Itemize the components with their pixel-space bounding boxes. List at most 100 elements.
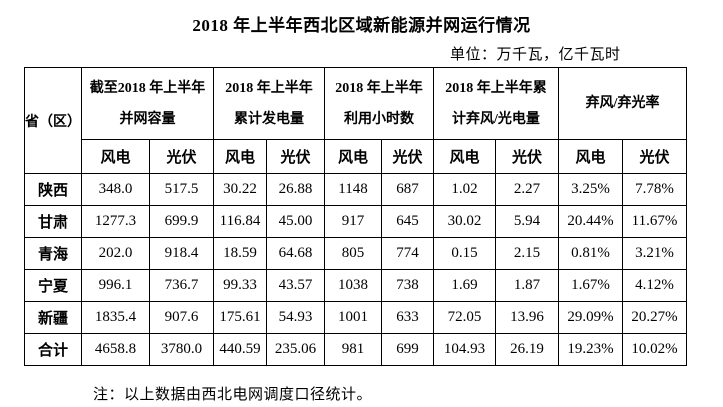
table-row-qinghai: 青海 202.0 918.4 18.59 64.68 805 774 0.15 … [24,237,688,270]
table-cell: 699 [381,333,434,366]
group-header-line: 截至2018 年上半年 [89,80,206,96]
corner-header-cell: 省（区） [24,67,82,174]
table-cell: 1.69 [433,269,496,302]
group-header-line: 累计发电量 [234,111,304,127]
table-cell: 2.15 [495,237,559,270]
table-row-gansu: 甘肃 1277.3 699.9 116.84 45.00 917 645 30.… [24,205,688,238]
table-cell: 633 [381,301,434,334]
sub-header-solar: 光伏 [381,139,434,174]
table-cell: 20.27% [621,301,688,334]
table-cell: 19.23% [558,333,623,366]
group-header-cumulative-generation: 2018 年上半年 累计发电量 [213,67,325,140]
group-header-line: 2018 年上半年 [335,80,423,96]
table-cell: 348.0 [81,173,150,206]
table-cell: 20.44% [558,205,623,238]
table-cell: 1.02 [433,173,496,206]
sub-header-solar: 光伏 [621,139,688,174]
group-header-grid-capacity: 截至2018 年上半年 并网容量 [81,67,214,140]
table-cell: 18.59 [213,237,267,270]
table-cell: 996.1 [81,269,150,302]
table-cell: 3.25% [558,173,623,206]
row-label: 合计 [24,333,82,366]
table-cell: 30.22 [213,173,267,206]
group-header-line: 2018 年上半年 [225,80,313,96]
table-cell: 45.00 [266,205,325,238]
table-cell: 645 [381,205,434,238]
table-cell: 11.67% [621,205,688,238]
table-row-xinjiang: 新疆 1835.4 907.6 175.61 54.93 1001 633 72… [24,301,688,334]
row-label: 甘肃 [24,205,82,238]
table-cell: 1038 [324,269,382,302]
sub-header-solar: 光伏 [149,139,214,174]
table-cell: 29.09% [558,301,623,334]
table-cell: 5.94 [495,205,559,238]
table-cell: 104.93 [433,333,496,366]
table-cell: 1277.3 [81,205,150,238]
table-cell: 99.33 [213,269,267,302]
table-cell: 13.96 [495,301,559,334]
table-cell: 202.0 [81,237,150,270]
table-cell: 774 [381,237,434,270]
group-header-utilization-hours: 2018 年上半年 利用小时数 [324,67,434,140]
group-header-line: 利用小时数 [344,111,414,127]
sub-header-solar: 光伏 [266,139,325,174]
table-row-ningxia: 宁夏 996.1 736.7 99.33 43.57 1038 738 1.69… [24,269,688,302]
row-label: 宁夏 [24,269,82,302]
table-cell: 440.59 [213,333,267,366]
table-cell: 1.87 [495,269,559,302]
table-cell: 4.12% [621,269,688,302]
table-cell: 4658.8 [81,333,150,366]
table-cell: 1.67% [558,269,623,302]
group-header-curtailed-energy: 2018 年上半年累 计弃风/光电量 [433,67,559,140]
table-cell: 699.9 [149,205,214,238]
table-cell: 687 [381,173,434,206]
group-header-line: 2018 年上半年累 [445,80,547,96]
group-header-line: 弃风/弃光率 [585,96,660,111]
footnote: 注：以上数据由西北电网调度口径统计。 [93,387,373,403]
table-row-shaanxi: 陕西 348.0 517.5 30.22 26.88 1148 687 1.02… [24,173,688,206]
table-cell: 10.02% [621,333,688,366]
group-header-curtailment-rate: 弃风/弃光率 [557,67,688,140]
table-cell: 3780.0 [149,333,214,366]
header-group-row: 省（区） 截至2018 年上半年 并网容量 2018 年上半年 累计发电量 20… [24,67,688,174]
table-cell: 3.21% [621,237,688,270]
table-cell: 1835.4 [81,301,150,334]
row-label: 青海 [24,237,82,270]
group-header-line: 并网容量 [119,111,176,127]
sub-header-solar: 光伏 [495,139,559,174]
table-cell: 26.19 [495,333,559,366]
table-cell: 43.57 [266,269,325,302]
table-row-total: 合计 4658.8 3780.0 440.59 235.06 981 699 1… [24,333,688,366]
table-cell: 30.02 [433,205,496,238]
table-cell: 738 [381,269,434,302]
table-cell: 736.7 [149,269,214,302]
sub-header-wind: 风电 [324,139,382,174]
table-cell: 72.05 [433,301,496,334]
table-cell: 805 [324,237,382,270]
table-cell: 116.84 [213,205,267,238]
row-label: 陕西 [24,173,82,206]
table-cell: 0.81% [558,237,623,270]
sub-header-wind: 风电 [81,139,150,174]
energy-data-table: 省（区） 截至2018 年上半年 并网容量 2018 年上半年 累计发电量 20… [24,67,688,366]
table-cell: 64.68 [266,237,325,270]
sub-header-wind: 风电 [558,139,623,174]
table-cell: 0.15 [433,237,496,270]
sub-header-row: 风电 光伏 风电 光伏 风电 光伏 风电 光伏 风电 光伏 [25,139,688,174]
table-cell: 54.93 [266,301,325,334]
table-cell: 517.5 [149,173,214,206]
table-cell: 1001 [324,301,382,334]
table-cell: 235.06 [266,333,325,366]
sub-header-wind: 风电 [433,139,496,174]
table-cell: 26.88 [266,173,325,206]
table-cell: 981 [324,333,382,366]
table-cell: 918.4 [149,237,214,270]
table-cell: 917 [324,205,382,238]
table-cell: 2.27 [495,173,559,206]
page-title: 2018 年上半年西北区域新能源并网运行情况 [192,16,531,35]
unit-label: 单位：万千瓦，亿千瓦时 [450,47,621,63]
table-cell: 1148 [324,173,382,206]
table-cell: 7.78% [621,173,688,206]
row-label: 新疆 [24,301,82,334]
table-cell: 175.61 [213,301,267,334]
